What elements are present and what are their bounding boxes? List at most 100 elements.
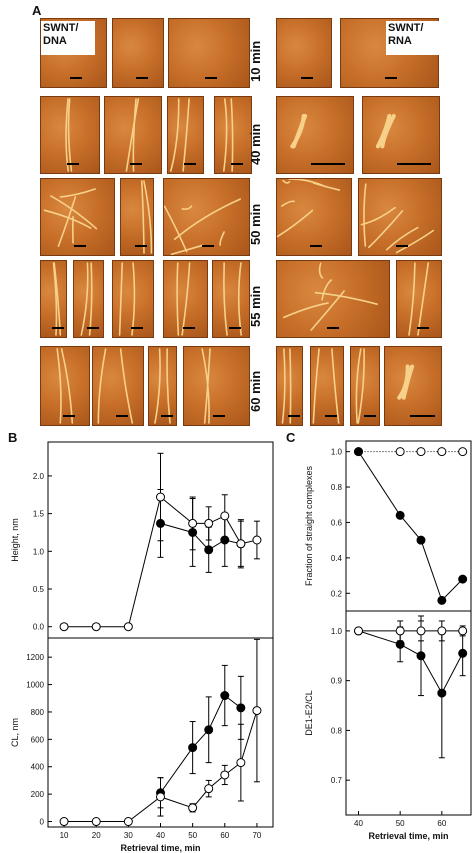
afm-image-28 — [276, 346, 303, 426]
data-point — [395, 510, 405, 520]
afm-image-31 — [384, 346, 442, 426]
scale-bar — [229, 327, 242, 329]
scale-bar — [363, 415, 376, 417]
scale-bar — [202, 245, 215, 247]
scale-bar — [325, 415, 338, 417]
y-tick-label: 1000 — [26, 681, 44, 690]
scale-bar — [288, 415, 301, 417]
data-point — [188, 518, 198, 528]
data-point — [458, 626, 468, 636]
afm-image-25 — [92, 346, 144, 426]
y-tick-label: 200 — [31, 790, 45, 799]
scale-bar — [135, 245, 148, 247]
data-point — [437, 595, 447, 605]
x-tick-label: 60 — [220, 831, 229, 840]
x-tick-label: 20 — [92, 831, 101, 840]
x-tick-label: 50 — [188, 831, 197, 840]
afm-fiber — [118, 262, 124, 336]
y-tick-label: 400 — [31, 763, 45, 772]
scale-bar — [416, 327, 429, 329]
scale-bar — [395, 245, 408, 247]
afm-fiber — [182, 98, 190, 172]
afm-image-18 — [73, 260, 104, 338]
time-label-60: 60 min — [248, 370, 263, 412]
afm-image-15 — [276, 178, 352, 256]
y-tick-label: 600 — [31, 735, 45, 744]
data-point — [458, 447, 468, 457]
data-point — [252, 706, 262, 716]
y-axis-label: Height, nm — [10, 518, 20, 562]
data-point — [252, 535, 262, 545]
afm-fiber — [282, 302, 329, 319]
data-point — [220, 511, 230, 521]
afm-fiber — [170, 244, 204, 255]
scale-bar — [183, 163, 196, 165]
afm-fiber — [223, 98, 228, 172]
scale-bar — [410, 415, 436, 417]
y-tick-label: 1.0 — [331, 627, 343, 636]
afm-fiber — [223, 262, 228, 336]
data-point — [91, 622, 101, 632]
afm-image-12 — [40, 178, 115, 256]
x-axis-label: Retrieval time, min — [368, 831, 448, 841]
afm-fiber — [380, 114, 396, 149]
afm-image-20 — [163, 260, 208, 338]
afm-fiber — [321, 279, 333, 301]
afm-image-13 — [120, 178, 154, 256]
scale-bar — [161, 415, 174, 417]
afm-fiber — [131, 262, 136, 336]
y-tick-label: 2.0 — [33, 472, 45, 481]
afm-fiber — [53, 262, 62, 336]
afm-fiber — [181, 205, 193, 210]
series-line — [160, 694, 242, 794]
afm-image-17 — [40, 260, 67, 338]
afm-fiber — [355, 348, 362, 424]
y-tick-label: 0.8 — [331, 726, 343, 735]
afm-fiber — [395, 229, 435, 254]
x-axis-label: Retrieval time, min — [120, 843, 200, 853]
data-point — [188, 803, 198, 813]
y-tick-label: 1.0 — [33, 547, 45, 556]
data-point — [395, 626, 405, 636]
data-point — [416, 651, 426, 661]
data-point — [91, 817, 101, 827]
scale-bar — [62, 415, 75, 417]
afm-fiber — [181, 262, 191, 336]
scale-bar — [310, 245, 323, 247]
afm-image-14 — [163, 178, 250, 256]
afm-fiber — [57, 196, 77, 247]
afm-fiber — [119, 348, 134, 424]
scale-bar — [205, 77, 217, 79]
scale-bar — [231, 163, 244, 165]
y-tick-label: 1200 — [26, 653, 44, 662]
afm-fiber — [166, 348, 171, 424]
afm-fiber — [288, 179, 324, 187]
afm-fiber — [310, 290, 345, 331]
afm-fiber — [52, 262, 58, 336]
data-point — [437, 447, 447, 457]
y-tick-label: 0 — [40, 818, 45, 827]
afm-fiber — [230, 98, 234, 172]
data-point — [123, 817, 133, 827]
afm-fiber — [289, 348, 292, 424]
scale-bar — [52, 327, 65, 329]
afm-image-7 — [104, 96, 162, 174]
afm-fiber — [173, 198, 241, 241]
x-tick-label: 10 — [60, 831, 69, 840]
afm-image-9 — [214, 96, 252, 174]
plot-frame-C-bottom — [345, 610, 472, 816]
scale-bar — [183, 327, 196, 329]
data-point — [354, 626, 363, 636]
data-point — [123, 622, 133, 632]
data-point — [458, 648, 468, 658]
afm-fiber — [280, 200, 295, 207]
scale-bar — [67, 163, 80, 165]
data-point — [220, 770, 230, 780]
afm-image-4 — [276, 18, 332, 88]
scale-bar — [130, 163, 143, 165]
y-tick-label: 0.9 — [331, 677, 343, 686]
afm-image-24 — [40, 346, 90, 426]
data-point — [416, 626, 426, 636]
afm-fiber — [88, 262, 93, 336]
data-point — [458, 574, 468, 584]
